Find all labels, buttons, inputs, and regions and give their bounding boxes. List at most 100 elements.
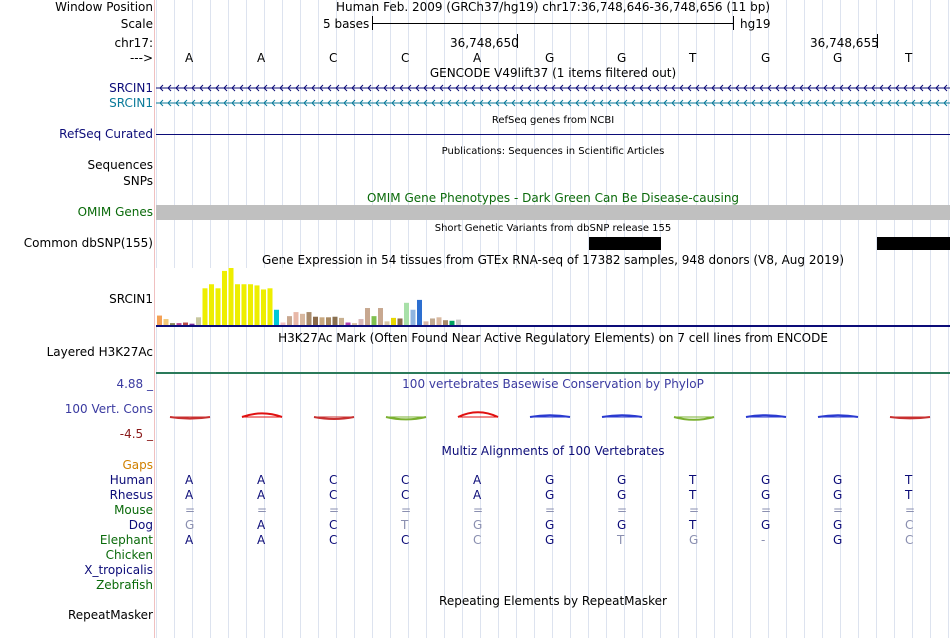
- aligned-base: G: [761, 473, 771, 487]
- gtex-tissue-bar: [430, 318, 435, 326]
- omim-label[interactable]: OMIM Genes: [77, 205, 153, 219]
- strand-arrow: [583, 99, 588, 107]
- strand-arrow: [775, 84, 780, 92]
- strand-arrow: [935, 99, 940, 107]
- strand-arrow: [415, 84, 420, 92]
- phylop-max: 4.88 _: [116, 377, 153, 391]
- refseq-label[interactable]: RefSeq Curated: [59, 127, 153, 141]
- strand-arrow: [727, 84, 732, 92]
- phylop-title[interactable]: 100 vertebrates Basewise Conservation by…: [402, 377, 704, 391]
- strand-arrow: [823, 99, 828, 107]
- strand-arrow: [639, 99, 644, 107]
- strand-arrow: [599, 99, 604, 107]
- strand-arrow: [639, 84, 644, 92]
- aligned-base: G: [761, 518, 771, 532]
- species-label[interactable]: Zebrafish: [96, 578, 153, 592]
- gtex-tissue-bar: [183, 322, 188, 326]
- strand-arrow: [791, 99, 796, 107]
- strand-arrow: [927, 99, 932, 107]
- aligned-base: C: [401, 533, 410, 547]
- publications-title[interactable]: Publications: Sequences in Scientific Ar…: [441, 146, 665, 157]
- strand-arrow: [799, 84, 804, 92]
- aligned-base: G: [545, 533, 555, 547]
- gencode-track-label-1[interactable]: SRCIN1: [109, 81, 153, 95]
- dbsnp-title[interactable]: Short Genetic Variants from dbSNP releas…: [434, 223, 672, 234]
- aligned-base: G: [689, 533, 699, 547]
- h3k27ac-title[interactable]: H3K27Ac Mark (Often Found Near Active Re…: [278, 331, 828, 345]
- strand-arrow: [679, 84, 684, 92]
- gencode-transcripts[interactable]: [156, 80, 950, 110]
- strand-arrow: [159, 84, 164, 92]
- strand-arrow: [943, 99, 948, 107]
- strand-arrow: [903, 99, 908, 107]
- gtex-tissue-bar: [267, 288, 273, 326]
- strand-arrow: [807, 99, 812, 107]
- strand-arrow: [391, 84, 396, 92]
- ruler-base: G: [617, 51, 627, 65]
- gtex-tissue-bar: [365, 308, 370, 326]
- strand-arrow: [495, 99, 500, 107]
- omim-title[interactable]: OMIM Gene Phenotypes - Dark Green Can Be…: [366, 191, 740, 205]
- strand-arrow: [543, 84, 548, 92]
- strand-arrow: [263, 99, 268, 107]
- species-label[interactable]: X_tropicalis: [84, 563, 153, 577]
- species-label[interactable]: Elephant: [99, 533, 153, 547]
- strand-arrow: [255, 84, 260, 92]
- gencode-title[interactable]: GENCODE V49lift37 (1 items filtered out): [429, 66, 677, 80]
- species-label[interactable]: Dog: [128, 518, 153, 532]
- strand-arrow: [191, 99, 196, 107]
- repeatmasker-label[interactable]: RepeatMasker: [67, 608, 153, 622]
- chrom-label: chr17:: [114, 36, 153, 50]
- strand-arrow: [375, 99, 380, 107]
- gaps-label[interactable]: Gaps: [122, 458, 153, 472]
- strand-arrow: [751, 99, 756, 107]
- aligned-base: T: [617, 533, 625, 547]
- phylop-label[interactable]: 100 Vert. Cons: [64, 402, 153, 416]
- aligned-base: A: [185, 533, 194, 547]
- snp-variant-2[interactable]: [877, 237, 950, 250]
- refseq-title[interactable]: RefSeq genes from NCBI: [491, 115, 615, 126]
- strand-arrow: [607, 99, 612, 107]
- strand-arrow: [863, 84, 868, 92]
- species-label[interactable]: Human: [109, 473, 153, 487]
- omim-feature[interactable]: [156, 205, 950, 220]
- strand-arrow: [695, 84, 700, 92]
- strand-arrow: [231, 84, 236, 92]
- aligned-base: C: [905, 533, 914, 547]
- repeatmasker-title[interactable]: Repeating Elements by RepeatMasker: [439, 594, 667, 608]
- gtex-bar-chart[interactable]: [156, 266, 556, 328]
- gtex-label[interactable]: SRCIN1: [109, 292, 153, 306]
- refseq-gene-line[interactable]: [156, 134, 950, 135]
- gencode-track-label-2[interactable]: SRCIN1: [109, 96, 153, 110]
- phylop-score-mark: [457, 411, 499, 418]
- snp-variant-1[interactable]: [589, 237, 661, 250]
- strand-arrow: [799, 99, 804, 107]
- gtex-tissue-bar: [339, 317, 344, 326]
- strand-arrow: [767, 84, 772, 92]
- species-label[interactable]: Chicken: [105, 548, 153, 562]
- strand-arrow: [247, 99, 252, 107]
- phylop-score-mark: [889, 416, 931, 420]
- species-label[interactable]: Mouse: [114, 503, 153, 517]
- gtex-tissue-bar: [235, 284, 240, 326]
- h3k27ac-signal-line[interactable]: [156, 372, 950, 374]
- dbsnp-label[interactable]: Common dbSNP(155): [23, 236, 153, 250]
- aligned-base: T: [905, 473, 913, 487]
- strand-arrow: [255, 99, 260, 107]
- aligned-base: G: [617, 473, 627, 487]
- strand-arrow: [447, 99, 452, 107]
- aligned-base: T: [689, 518, 697, 532]
- strand-arrow: [279, 84, 284, 92]
- phylop-track[interactable]: [156, 390, 950, 440]
- multiz-title[interactable]: Multiz Alignments of 100 Vertebrates: [441, 444, 665, 458]
- gtex-tissue-bar: [196, 317, 201, 326]
- h3k27ac-label[interactable]: Layered H3K27Ac: [46, 345, 153, 359]
- sequences-label[interactable]: Sequences: [87, 158, 153, 172]
- gtex-title[interactable]: Gene Expression in 54 tissues from GTEx …: [261, 253, 845, 267]
- ruler-base: G: [833, 51, 843, 65]
- species-label[interactable]: Rhesus: [109, 488, 153, 502]
- snps-label[interactable]: SNPs: [123, 174, 153, 188]
- phylop-score-mark: [673, 416, 715, 421]
- aligned-base: =: [833, 503, 844, 517]
- strand-arrow: [495, 84, 500, 92]
